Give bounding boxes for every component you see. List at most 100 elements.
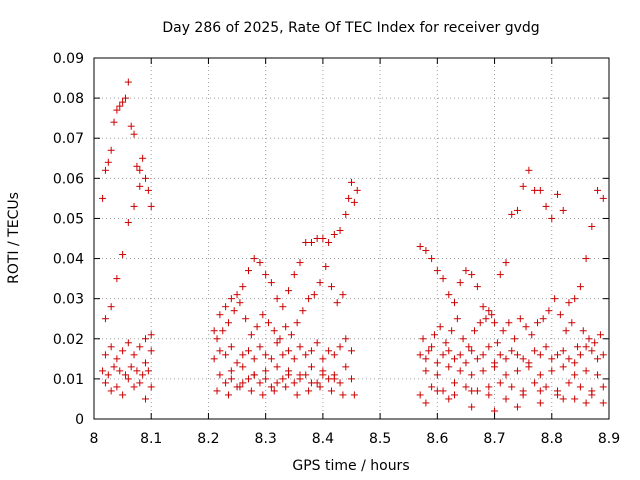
x-tick-label: 8.5: [369, 431, 391, 447]
data-point: [305, 387, 313, 395]
data-point: [239, 379, 247, 387]
data-point: [491, 319, 499, 327]
data-point: [142, 359, 149, 367]
data-point: [508, 347, 516, 355]
data-point: [548, 355, 556, 363]
data-point: [262, 271, 270, 279]
data-point: [525, 166, 533, 174]
data-point: [273, 295, 281, 303]
data-point: [342, 335, 350, 343]
data-point: [147, 383, 155, 391]
data-point: [133, 367, 141, 375]
data-point: [319, 235, 327, 242]
data-point: [245, 375, 252, 383]
data-point: [468, 271, 476, 279]
data-point: [339, 291, 347, 299]
data-point: [290, 379, 298, 387]
data-point: [348, 347, 355, 355]
data-point: [571, 359, 579, 367]
data-point: [571, 371, 579, 379]
y-tick-label: 0: [75, 412, 84, 428]
data-point: [599, 383, 607, 391]
data-point: [130, 383, 138, 391]
data-point: [302, 371, 310, 379]
data-point: [496, 351, 504, 359]
data-point: [136, 182, 144, 190]
data-point: [430, 331, 438, 339]
data-point: [227, 295, 235, 303]
data-point: [508, 383, 516, 391]
data-point: [144, 367, 152, 375]
data-point: [536, 371, 544, 379]
data-point: [282, 323, 290, 331]
data-point: [565, 379, 573, 387]
data-point: [319, 355, 327, 363]
data-point: [576, 351, 584, 359]
data-point: [465, 343, 473, 351]
data-point: [236, 383, 244, 391]
x-tick-label: 8.3: [255, 431, 277, 447]
data-point: [219, 327, 227, 335]
data-point: [290, 355, 298, 363]
data-point: [568, 319, 576, 327]
data-point: [210, 355, 218, 363]
data-point: [502, 355, 510, 363]
data-point: [451, 355, 458, 363]
data-point: [147, 347, 155, 355]
x-tick-label: 8.1: [140, 431, 162, 447]
data-point: [259, 391, 267, 399]
data-point: [422, 399, 430, 407]
data-point: [285, 347, 293, 355]
data-point: [585, 335, 593, 343]
data-point: [502, 371, 510, 379]
data-point: [330, 230, 338, 238]
data-point: [121, 94, 129, 102]
x-tick-label: 8.8: [541, 431, 563, 447]
data-point: [262, 375, 270, 383]
data-point: [116, 102, 124, 110]
data-point: [473, 283, 481, 291]
data-point: [513, 351, 521, 359]
data-point: [99, 194, 107, 202]
data-point: [445, 395, 453, 403]
data-point: [468, 347, 476, 355]
data-point: [279, 375, 287, 383]
data-point: [502, 395, 510, 403]
data-point: [528, 331, 536, 339]
data-point: [265, 319, 273, 327]
data-point: [599, 351, 607, 359]
data-point: [491, 363, 499, 371]
data-point: [267, 383, 275, 391]
data-point: [456, 367, 464, 375]
data-point: [119, 251, 127, 259]
data-point: [222, 379, 230, 387]
data-point: [433, 371, 441, 379]
data-point: [336, 226, 344, 234]
data-point: [273, 339, 281, 347]
data-point: [285, 371, 293, 379]
data-point: [442, 339, 450, 347]
data-point: [536, 186, 544, 194]
data-points: [99, 78, 607, 415]
data-point: [582, 255, 590, 263]
data-point: [350, 391, 358, 399]
data-point: [287, 331, 295, 339]
data-point: [307, 379, 315, 387]
data-point: [559, 206, 567, 214]
data-point: [451, 391, 458, 399]
data-point: [107, 303, 115, 311]
data-point: [513, 403, 521, 411]
data-point: [290, 271, 298, 279]
data-point: [536, 351, 544, 359]
y-tick-label: 0.08: [53, 91, 84, 107]
data-point: [539, 315, 547, 323]
data-point: [554, 351, 561, 359]
data-point: [256, 343, 264, 351]
data-point: [130, 351, 138, 359]
data-point: [262, 367, 270, 375]
data-point: [542, 343, 550, 351]
data-point: [113, 106, 121, 114]
data-point: [428, 255, 436, 263]
data-point: [439, 275, 447, 283]
data-point: [554, 190, 561, 198]
